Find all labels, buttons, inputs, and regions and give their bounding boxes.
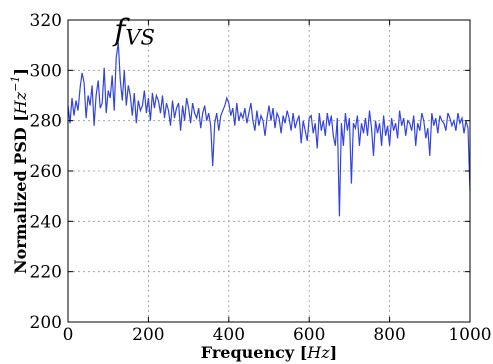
x-tick-label: 1000 xyxy=(448,325,491,345)
grid-lines xyxy=(68,20,470,322)
y-tick-label: 300 xyxy=(30,61,62,81)
y-tick-label: 260 xyxy=(30,162,62,182)
y-axis-label: Normalized PSD xyxy=(11,127,30,274)
y-axis-title: Normalized PSD [Hz−1] xyxy=(9,68,30,274)
y-tick-label: 200 xyxy=(30,313,62,333)
y-tick-label: 240 xyxy=(30,212,62,232)
y-axis-unit: Hz xyxy=(11,91,30,115)
fvs-annotation-subscript: VS xyxy=(125,26,155,50)
x-tick-label: 400 xyxy=(213,325,245,345)
x-axis-unit: Hz xyxy=(306,343,330,362)
x-tick-label: 800 xyxy=(373,325,405,345)
x-axis-bracket-close: ] xyxy=(330,343,338,362)
x-tick-label: 200 xyxy=(132,325,164,345)
x-axis-title: Frequency [Hz] xyxy=(201,343,337,362)
axis-ticks xyxy=(67,19,471,323)
x-axis-label: Frequency xyxy=(201,343,295,362)
psd-series-line xyxy=(67,42,471,217)
y-tick-label: 220 xyxy=(30,263,62,283)
y-tick-label: 320 xyxy=(30,11,62,31)
y-axis-bracket-close: ] xyxy=(11,68,30,76)
x-tick-label: 600 xyxy=(293,325,325,345)
y-tick-label: 280 xyxy=(30,112,62,132)
fvs-annotation: fVS xyxy=(112,14,155,50)
x-axis-bracket-open: [ xyxy=(300,343,308,362)
x-tick-label: 0 xyxy=(63,325,74,345)
y-axis-bracket-open: [ xyxy=(11,114,30,122)
y-axis-unit-exponent: −1 xyxy=(9,76,22,92)
